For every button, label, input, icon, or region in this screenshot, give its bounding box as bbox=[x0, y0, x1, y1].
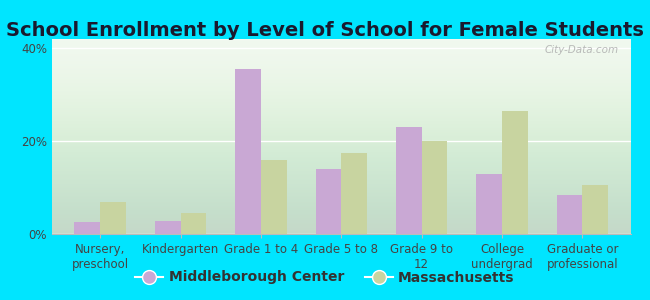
Text: School Enrollment by Level of School for Female Students: School Enrollment by Level of School for… bbox=[6, 21, 644, 40]
Bar bbox=[100, 202, 126, 234]
Bar bbox=[155, 221, 181, 234]
Bar bbox=[556, 194, 582, 234]
Bar bbox=[235, 69, 261, 234]
Bar bbox=[261, 160, 287, 234]
Bar bbox=[315, 169, 341, 234]
Bar bbox=[422, 141, 447, 234]
Bar bbox=[181, 213, 206, 234]
Bar bbox=[582, 185, 608, 234]
Legend: Middleborough Center, Massachusetts: Middleborough Center, Massachusetts bbox=[130, 265, 520, 290]
Bar bbox=[396, 127, 422, 234]
Bar bbox=[341, 153, 367, 234]
Bar bbox=[476, 174, 502, 234]
Text: City-Data.com: City-Data.com bbox=[545, 45, 619, 55]
Bar bbox=[502, 111, 528, 234]
Bar bbox=[75, 222, 100, 234]
